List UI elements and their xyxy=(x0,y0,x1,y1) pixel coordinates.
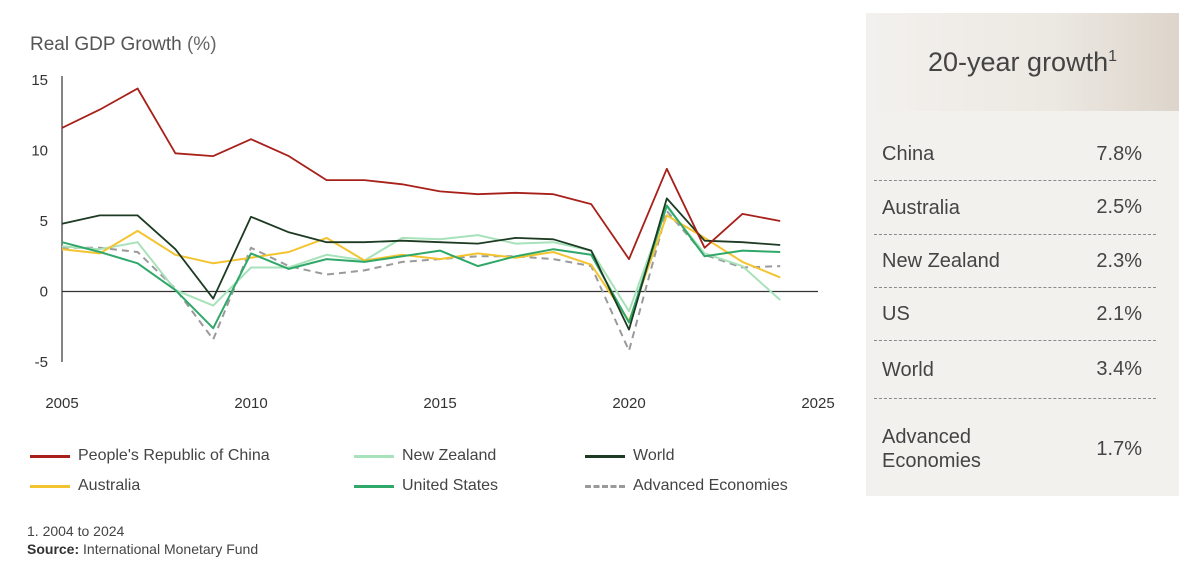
legend-label-china: People's Republic of China xyxy=(78,447,270,464)
growth-row-world: World 3.4% xyxy=(874,341,1156,399)
footnote-source: Source: International Monetary Fund xyxy=(27,540,258,558)
footnote: 1. 2004 to 2024 Source: International Mo… xyxy=(27,522,258,558)
legend-label-new-zealand: New Zealand xyxy=(402,447,497,464)
legend-swatch-world xyxy=(585,454,625,458)
y-tick-label: 5 xyxy=(40,213,48,230)
legend-label-advanced-economies: Advanced Economies xyxy=(633,477,788,494)
growth-panel-title-text: 20-year growth xyxy=(928,46,1109,77)
series-line-new-zealand xyxy=(61,205,781,313)
growth-row-value: 3.4% xyxy=(1096,358,1142,380)
chart-unit: (%) xyxy=(186,34,217,55)
legend-swatch-united-states xyxy=(354,484,394,488)
chart-title: Real GDP Growth (%) xyxy=(30,34,217,56)
legend-item-australia: Australia xyxy=(30,477,140,495)
growth-row-us: US 2.1% xyxy=(874,288,1156,341)
chart-axes: 15 10 5 0 -5 2005 2010 2015 2020 2025 xyxy=(31,72,834,412)
chart-title-text: Real GDP Growth xyxy=(30,34,182,55)
x-tick-label: 2010 xyxy=(234,395,267,412)
legend-swatch-australia xyxy=(30,484,70,488)
source-text: International Monetary Fund xyxy=(83,541,259,557)
growth-row-value: 2.1% xyxy=(1096,302,1142,325)
legend-label-united-states: United States xyxy=(402,477,499,494)
y-tick-label: 15 xyxy=(31,72,48,89)
gdp-line-chart: 15 10 5 0 -5 2005 2010 2015 2020 2025 xyxy=(31,72,834,412)
growth-row-china: China 7.8% xyxy=(874,128,1156,181)
legend-swatch-new-zealand xyxy=(354,454,394,458)
y-tick-label: -5 xyxy=(35,354,48,371)
growth-panel: 20-year growth1 China 7.8% Australia 2.5… xyxy=(866,13,1179,496)
growth-row-value: 2.3% xyxy=(1096,249,1142,272)
y-tick-label: 10 xyxy=(31,143,48,160)
legend-item-world: World xyxy=(585,447,675,465)
growth-row-label: New Zealand xyxy=(882,250,1000,272)
series-line-advanced-economies xyxy=(62,210,781,352)
growth-row-australia: Australia 2.5% xyxy=(874,181,1156,235)
growth-row-label: China xyxy=(882,143,935,165)
legend-item-new-zealand: New Zealand xyxy=(354,447,496,465)
legend-label-australia: Australia xyxy=(78,477,141,494)
x-tick-label: 2025 xyxy=(801,395,834,412)
growth-row-value: 1.7% xyxy=(1096,437,1142,460)
growth-row-value: 7.8% xyxy=(1096,142,1142,165)
legend-swatch-advanced-economies xyxy=(585,484,625,488)
footnote-note: 1. 2004 to 2024 xyxy=(27,523,125,539)
legend-swatch-china xyxy=(30,454,70,458)
growth-panel-title-sup: 1 xyxy=(1108,47,1117,65)
growth-row-label: US xyxy=(882,303,910,325)
growth-row-new-zealand: New Zealand 2.3% xyxy=(874,235,1156,288)
growth-row-advanced-economies: Advanced Economies 1.7% xyxy=(874,417,1156,481)
series-line-world xyxy=(61,197,781,331)
legend-item-united-states: United States xyxy=(354,477,498,495)
series-line-people-s-republic-of-china xyxy=(61,87,781,261)
x-tick-label: 2005 xyxy=(45,395,78,412)
legend-item-china: People's Republic of China xyxy=(30,447,270,465)
series-line-australia xyxy=(61,214,781,323)
chart-legend: People's Republic of China New Zealand W… xyxy=(30,447,830,507)
growth-row-label: Australia xyxy=(882,196,960,219)
y-tick-label: 0 xyxy=(40,284,48,301)
growth-panel-header: 20-year growth1 xyxy=(866,13,1179,111)
x-tick-label: 2020 xyxy=(612,395,645,412)
source-label: Source: xyxy=(27,541,80,557)
legend-label-world: World xyxy=(633,447,675,464)
x-tick-label: 2015 xyxy=(423,395,456,412)
legend-item-advanced-economies: Advanced Economies xyxy=(585,477,788,495)
growth-row-label: World xyxy=(882,358,934,381)
chart-series xyxy=(61,87,781,352)
series-line-united-states xyxy=(61,204,781,330)
growth-row-label: Advanced Economies xyxy=(882,426,981,472)
growth-row-value: 2.5% xyxy=(1096,196,1142,218)
growth-panel-title: 20-year growth1 xyxy=(928,47,1117,78)
